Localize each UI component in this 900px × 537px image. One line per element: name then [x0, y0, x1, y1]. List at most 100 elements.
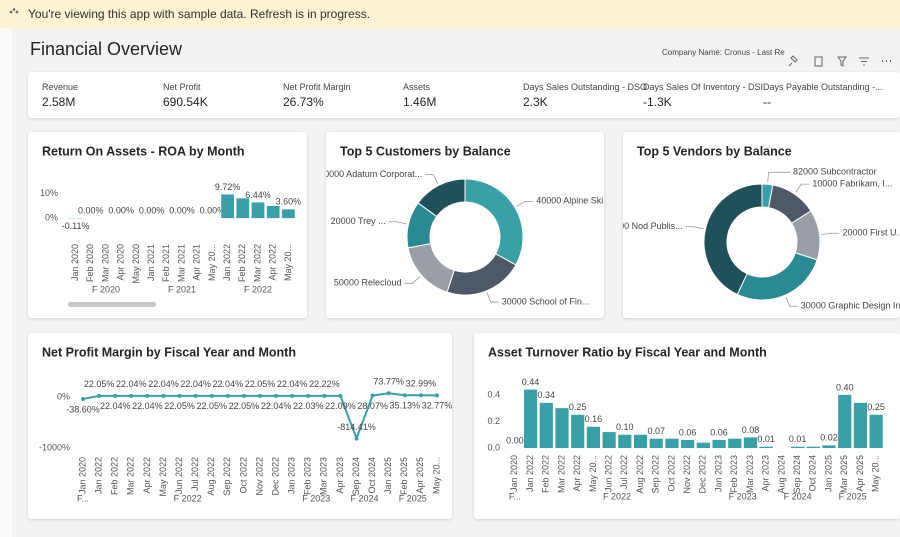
- data-label: 22.04%: [277, 379, 308, 389]
- x-tick-label: May 20...: [207, 244, 217, 281]
- data-label: 22.05%: [245, 379, 276, 389]
- chart-title: Top 5 Customers by Balance: [340, 144, 511, 158]
- kpi: Days Sales Outstanding - DSO 2.3K: [523, 82, 647, 109]
- x-tick-label: Sep 2022: [222, 457, 232, 496]
- x-group-label: F 2022: [174, 493, 202, 503]
- slice-label: 10000 Fabrikam, I...: [812, 178, 892, 188]
- slice-label: 30000 Graphic Design Instit...: [801, 301, 900, 311]
- pin-icon[interactable]: [788, 55, 798, 67]
- data-label: 0.00%: [200, 206, 226, 216]
- x-tick-label: Aug 2024: [776, 455, 786, 494]
- leader-line: [404, 276, 421, 284]
- x-tick-label: Aug 2022: [206, 457, 216, 496]
- data-label: 0.16: [585, 414, 603, 424]
- x-group-label: F 2022: [244, 284, 272, 294]
- kpi: Net Profit Margin 26.73%: [283, 82, 351, 109]
- x-tick-label: Apr 2022: [268, 244, 278, 281]
- data-label: -0.11%: [62, 221, 90, 231]
- bar: [266, 205, 280, 219]
- kpi-label: Net Profit: [163, 82, 201, 92]
- data-label: 6.44%: [245, 190, 271, 200]
- leader-line: [425, 174, 439, 184]
- x-tick-label: Jun 2022: [603, 455, 613, 492]
- bar: [586, 426, 600, 448]
- x-tick-label: Nov 2022: [682, 455, 692, 494]
- data-label: 9.72%: [215, 182, 241, 192]
- kpi-label: Days Sales Of Inventory - DSI: [643, 82, 764, 92]
- bar: [555, 408, 569, 448]
- chart-card: Top 5 Vendors by Balance 82000 Subcontrac…: [623, 132, 900, 318]
- chart: Net Profit Margin by Fiscal Year and Mon…: [39, 345, 452, 503]
- banner-text: You're viewing this app with sample data…: [28, 7, 371, 21]
- data-label: 22.05%: [196, 401, 227, 411]
- point: [177, 393, 182, 398]
- chart-title: Return On Assets - ROA by Month: [42, 144, 245, 158]
- x-tick-label: Aug 2022: [635, 455, 645, 494]
- bar: [523, 389, 538, 448]
- x-group-label: F 2023: [302, 493, 330, 503]
- data-label: -814.41%: [337, 422, 376, 432]
- x-tick-label: Mar 2023: [745, 455, 755, 493]
- kpi-label: Assets: [403, 82, 431, 92]
- x-tick-label: Oct 2022: [238, 457, 248, 494]
- bar: [853, 402, 868, 448]
- x-tick-label: Jun 2022: [174, 457, 184, 494]
- x-tick-label: Feb 2020: [85, 244, 95, 282]
- data-label: 3.60%: [276, 197, 302, 207]
- slice-label: 10000 Adatum Corporat...: [326, 169, 422, 179]
- leader-line: [685, 226, 704, 230]
- donut-slice: [703, 183, 763, 296]
- leader-line: [516, 200, 534, 207]
- filter-icon[interactable]: [837, 56, 847, 67]
- kpi-value: 1.46M: [403, 95, 437, 109]
- x-tick-label: Jan 2022: [94, 457, 104, 494]
- point: [306, 393, 311, 398]
- kpi: Days Payable Outstanding -... --: [763, 82, 883, 109]
- x-group-label: F 2022: [603, 491, 631, 501]
- kpi-value: 2.3K: [523, 95, 548, 109]
- x-tick-label: Jan 2020: [509, 455, 519, 492]
- chart-title: Net Profit Margin by Fiscal Year and Mon…: [42, 345, 296, 359]
- data-label: 22.22%: [309, 379, 340, 389]
- bar: [696, 442, 710, 448]
- x-tick-label: Jan 2021: [146, 244, 156, 281]
- data-label: 0.01: [757, 434, 775, 444]
- x-tick-label: Sep 2024: [351, 457, 361, 496]
- toolbar-bg: [785, 51, 895, 71]
- x-tick-label: Apr 2022: [572, 455, 582, 492]
- data-label: 0.06: [679, 427, 697, 437]
- x-tick-label: Feb 2022: [110, 457, 120, 495]
- kpi-strip: Revenue 2.58M Net Profit 690.54K Net Profi…: [28, 72, 900, 118]
- point: [145, 393, 150, 398]
- kpi: Revenue 2.58M: [42, 82, 78, 109]
- point: [402, 393, 407, 398]
- bar: [681, 440, 695, 448]
- slice-label: 50000 Relecloud: [334, 278, 402, 288]
- donut-slice: [417, 178, 466, 218]
- donut-slice: [407, 242, 455, 293]
- point: [129, 393, 134, 398]
- slice-label: 30000 School of Fin...: [502, 296, 590, 306]
- copy-icon[interactable]: [814, 56, 823, 67]
- x-tick-label: Feb 2025: [399, 457, 409, 495]
- data-label: 22.05%: [84, 379, 115, 389]
- point: [209, 393, 214, 398]
- point: [290, 393, 295, 398]
- bar: [665, 438, 679, 448]
- x-tick-label: Feb 2023: [729, 455, 739, 493]
- point: [354, 436, 359, 441]
- x-group-label: F...: [77, 493, 89, 503]
- data-label: 0.00%: [108, 206, 134, 216]
- kpi-value: --: [763, 95, 771, 109]
- bar: [539, 402, 553, 448]
- bar: [759, 446, 773, 448]
- kpi-label: Net Profit Margin: [283, 82, 351, 92]
- scrollbar[interactable]: [68, 302, 156, 307]
- focus-icon[interactable]: [859, 57, 869, 66]
- leader-line: [388, 221, 407, 225]
- x-tick-label: Oct 2022: [666, 455, 676, 492]
- chart-card: Return On Assets - ROA by Month 0% 10% Jan …: [28, 132, 307, 318]
- page-title: Financial Overview: [30, 39, 183, 59]
- x-tick-label: Oct 2024: [367, 457, 377, 494]
- x-tick-label: May 20...: [431, 457, 441, 494]
